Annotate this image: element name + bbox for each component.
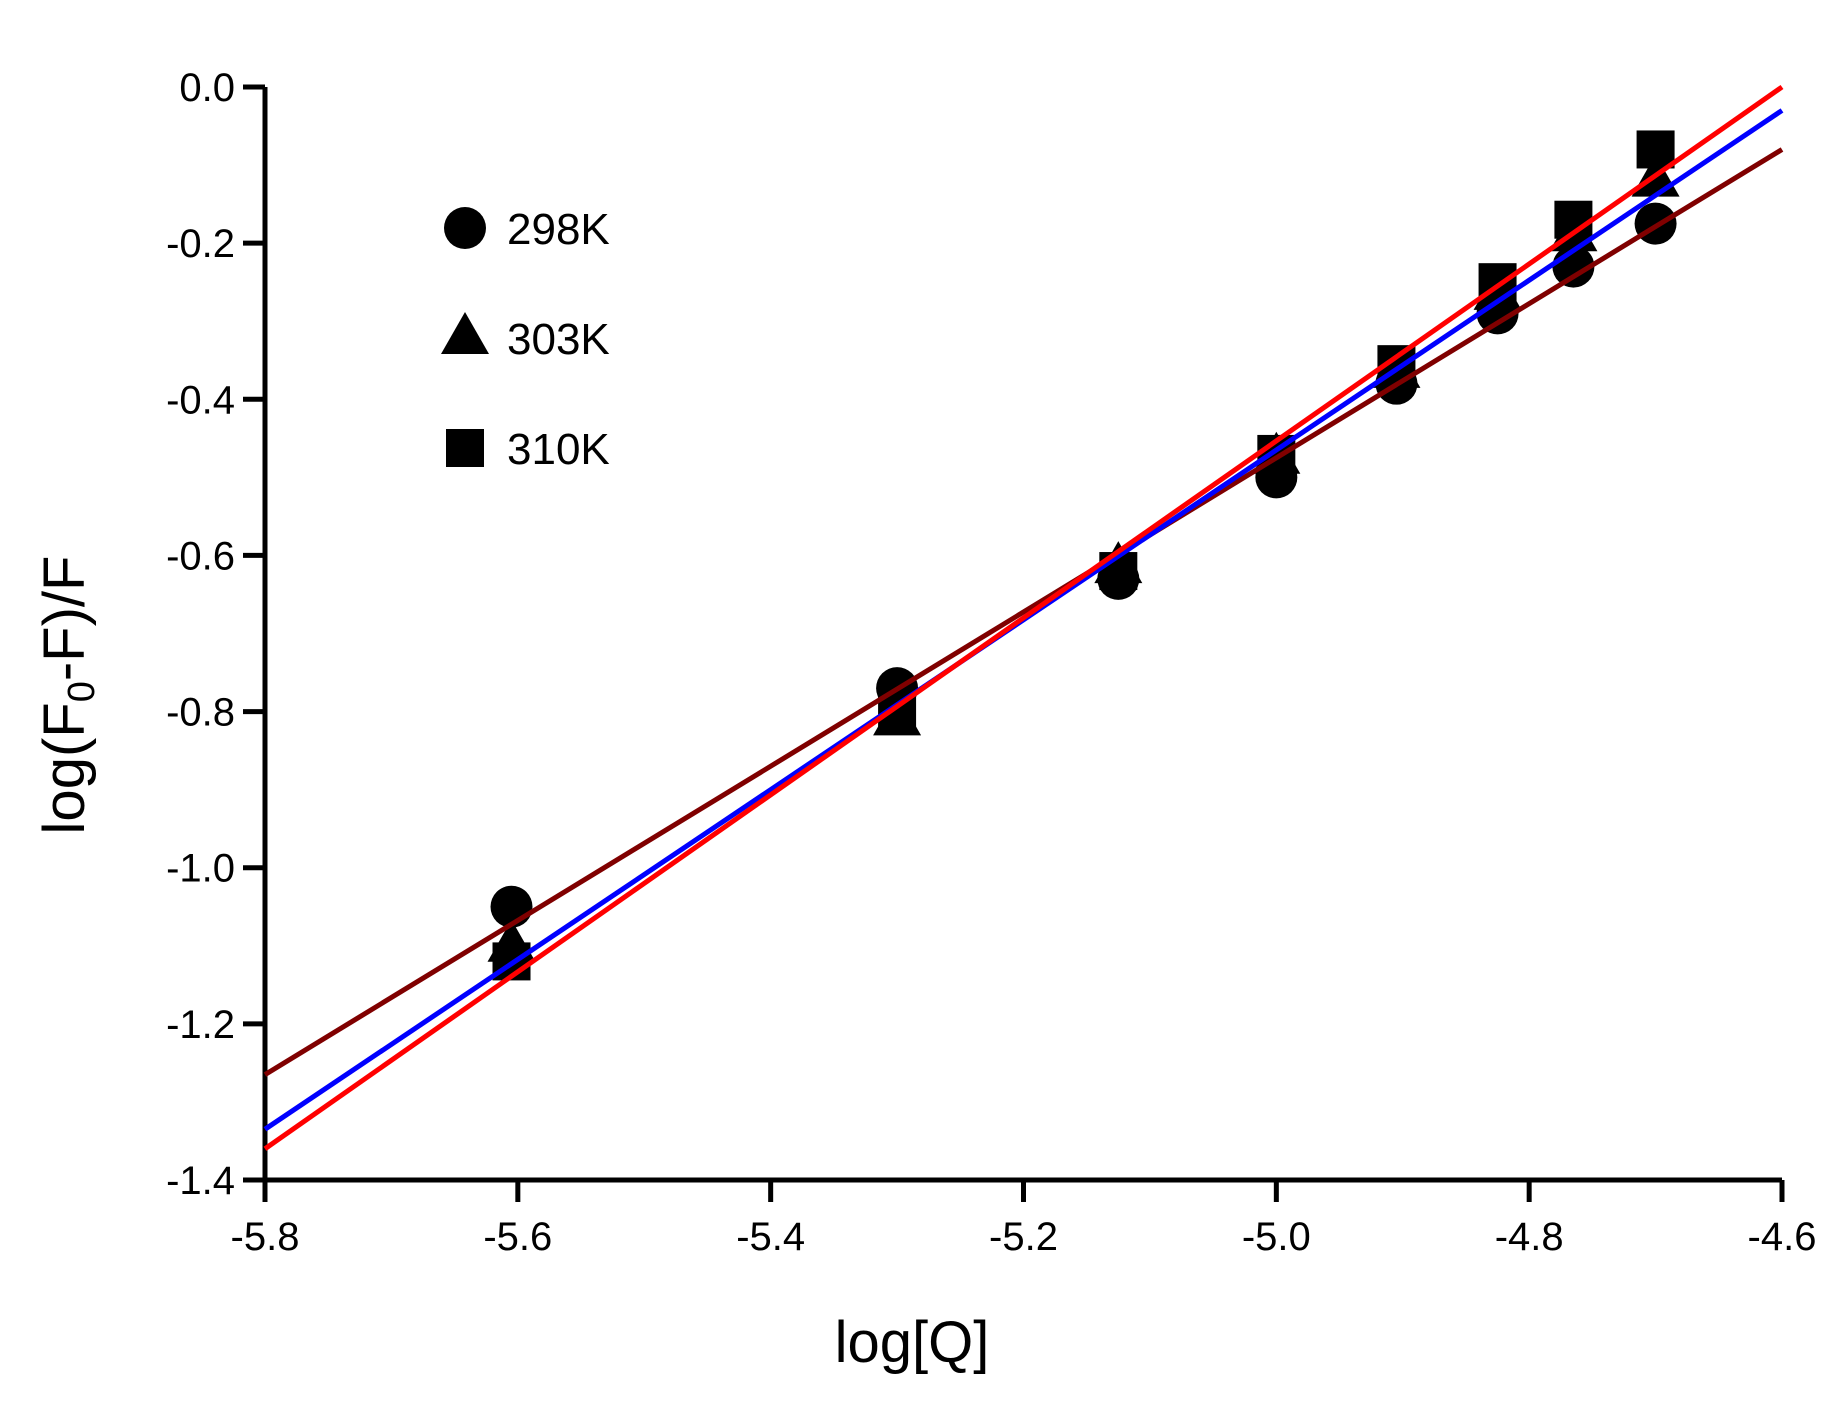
point-303K-2 — [873, 693, 922, 736]
point-298K-6 — [1476, 292, 1519, 335]
x-ticks: -5.8 -5.6 -5.4 -5.2 -5.0 -4.8 -4.6 — [231, 1180, 1817, 1259]
x-axis-title: log[Q] — [835, 1310, 990, 1375]
legend-marker-303K — [441, 311, 489, 354]
legend-marker-298K — [444, 207, 486, 249]
y-axis-title-prefix: log(F — [32, 702, 97, 834]
y-ticks: 0.0 -0.2 -0.4 -0.6 -0.8 -1.0 -1.2 -1.4 — [166, 66, 265, 1203]
y-tick-label: -0.2 — [166, 222, 235, 266]
data-points — [487, 130, 1680, 981]
x-tick-label: -4.8 — [1495, 1215, 1564, 1259]
y-tick-label: -0.4 — [166, 378, 235, 422]
y-tick-label: -1.2 — [166, 1003, 235, 1047]
legend: 298K 303K 310K — [441, 205, 610, 474]
point-298K-3 — [1097, 557, 1140, 600]
legend-label-303K: 303K — [507, 315, 610, 364]
y-tick-label: 0.0 — [179, 66, 235, 110]
x-tick-label: -5.8 — [231, 1215, 300, 1259]
x-tick-label: -5.0 — [1242, 1215, 1311, 1259]
y-tick-label: -1.0 — [166, 847, 235, 891]
y-axis-title-suffix: -F)/F — [32, 556, 97, 682]
fit-lines — [263, 84, 1784, 1151]
y-axis-title-subscript: 0 — [61, 681, 103, 702]
fit-line-298K — [263, 147, 1784, 1077]
legend-label-310K: 310K — [507, 425, 610, 474]
fit-line-310K — [263, 84, 1784, 1151]
y-tick-label: -0.6 — [166, 534, 235, 578]
legend-marker-310K — [446, 429, 484, 467]
axes: -5.8 -5.6 -5.4 -5.2 -5.0 -4.8 -4.6 0.0 -0.2 -0.4… — [166, 66, 1816, 1259]
y-tick-label: -1.4 — [166, 1159, 235, 1203]
legend-label-298K: 298K — [507, 205, 610, 254]
point-303K-1 — [487, 919, 536, 962]
x-tick-label: -5.2 — [989, 1215, 1058, 1259]
x-tick-label: -5.4 — [736, 1215, 805, 1259]
y-tick-label: -0.8 — [166, 691, 235, 735]
y-axis-title: log(F0-F)/F — [32, 556, 103, 835]
x-tick-label: -5.6 — [483, 1215, 552, 1259]
x-tick-label: -4.6 — [1748, 1215, 1817, 1259]
